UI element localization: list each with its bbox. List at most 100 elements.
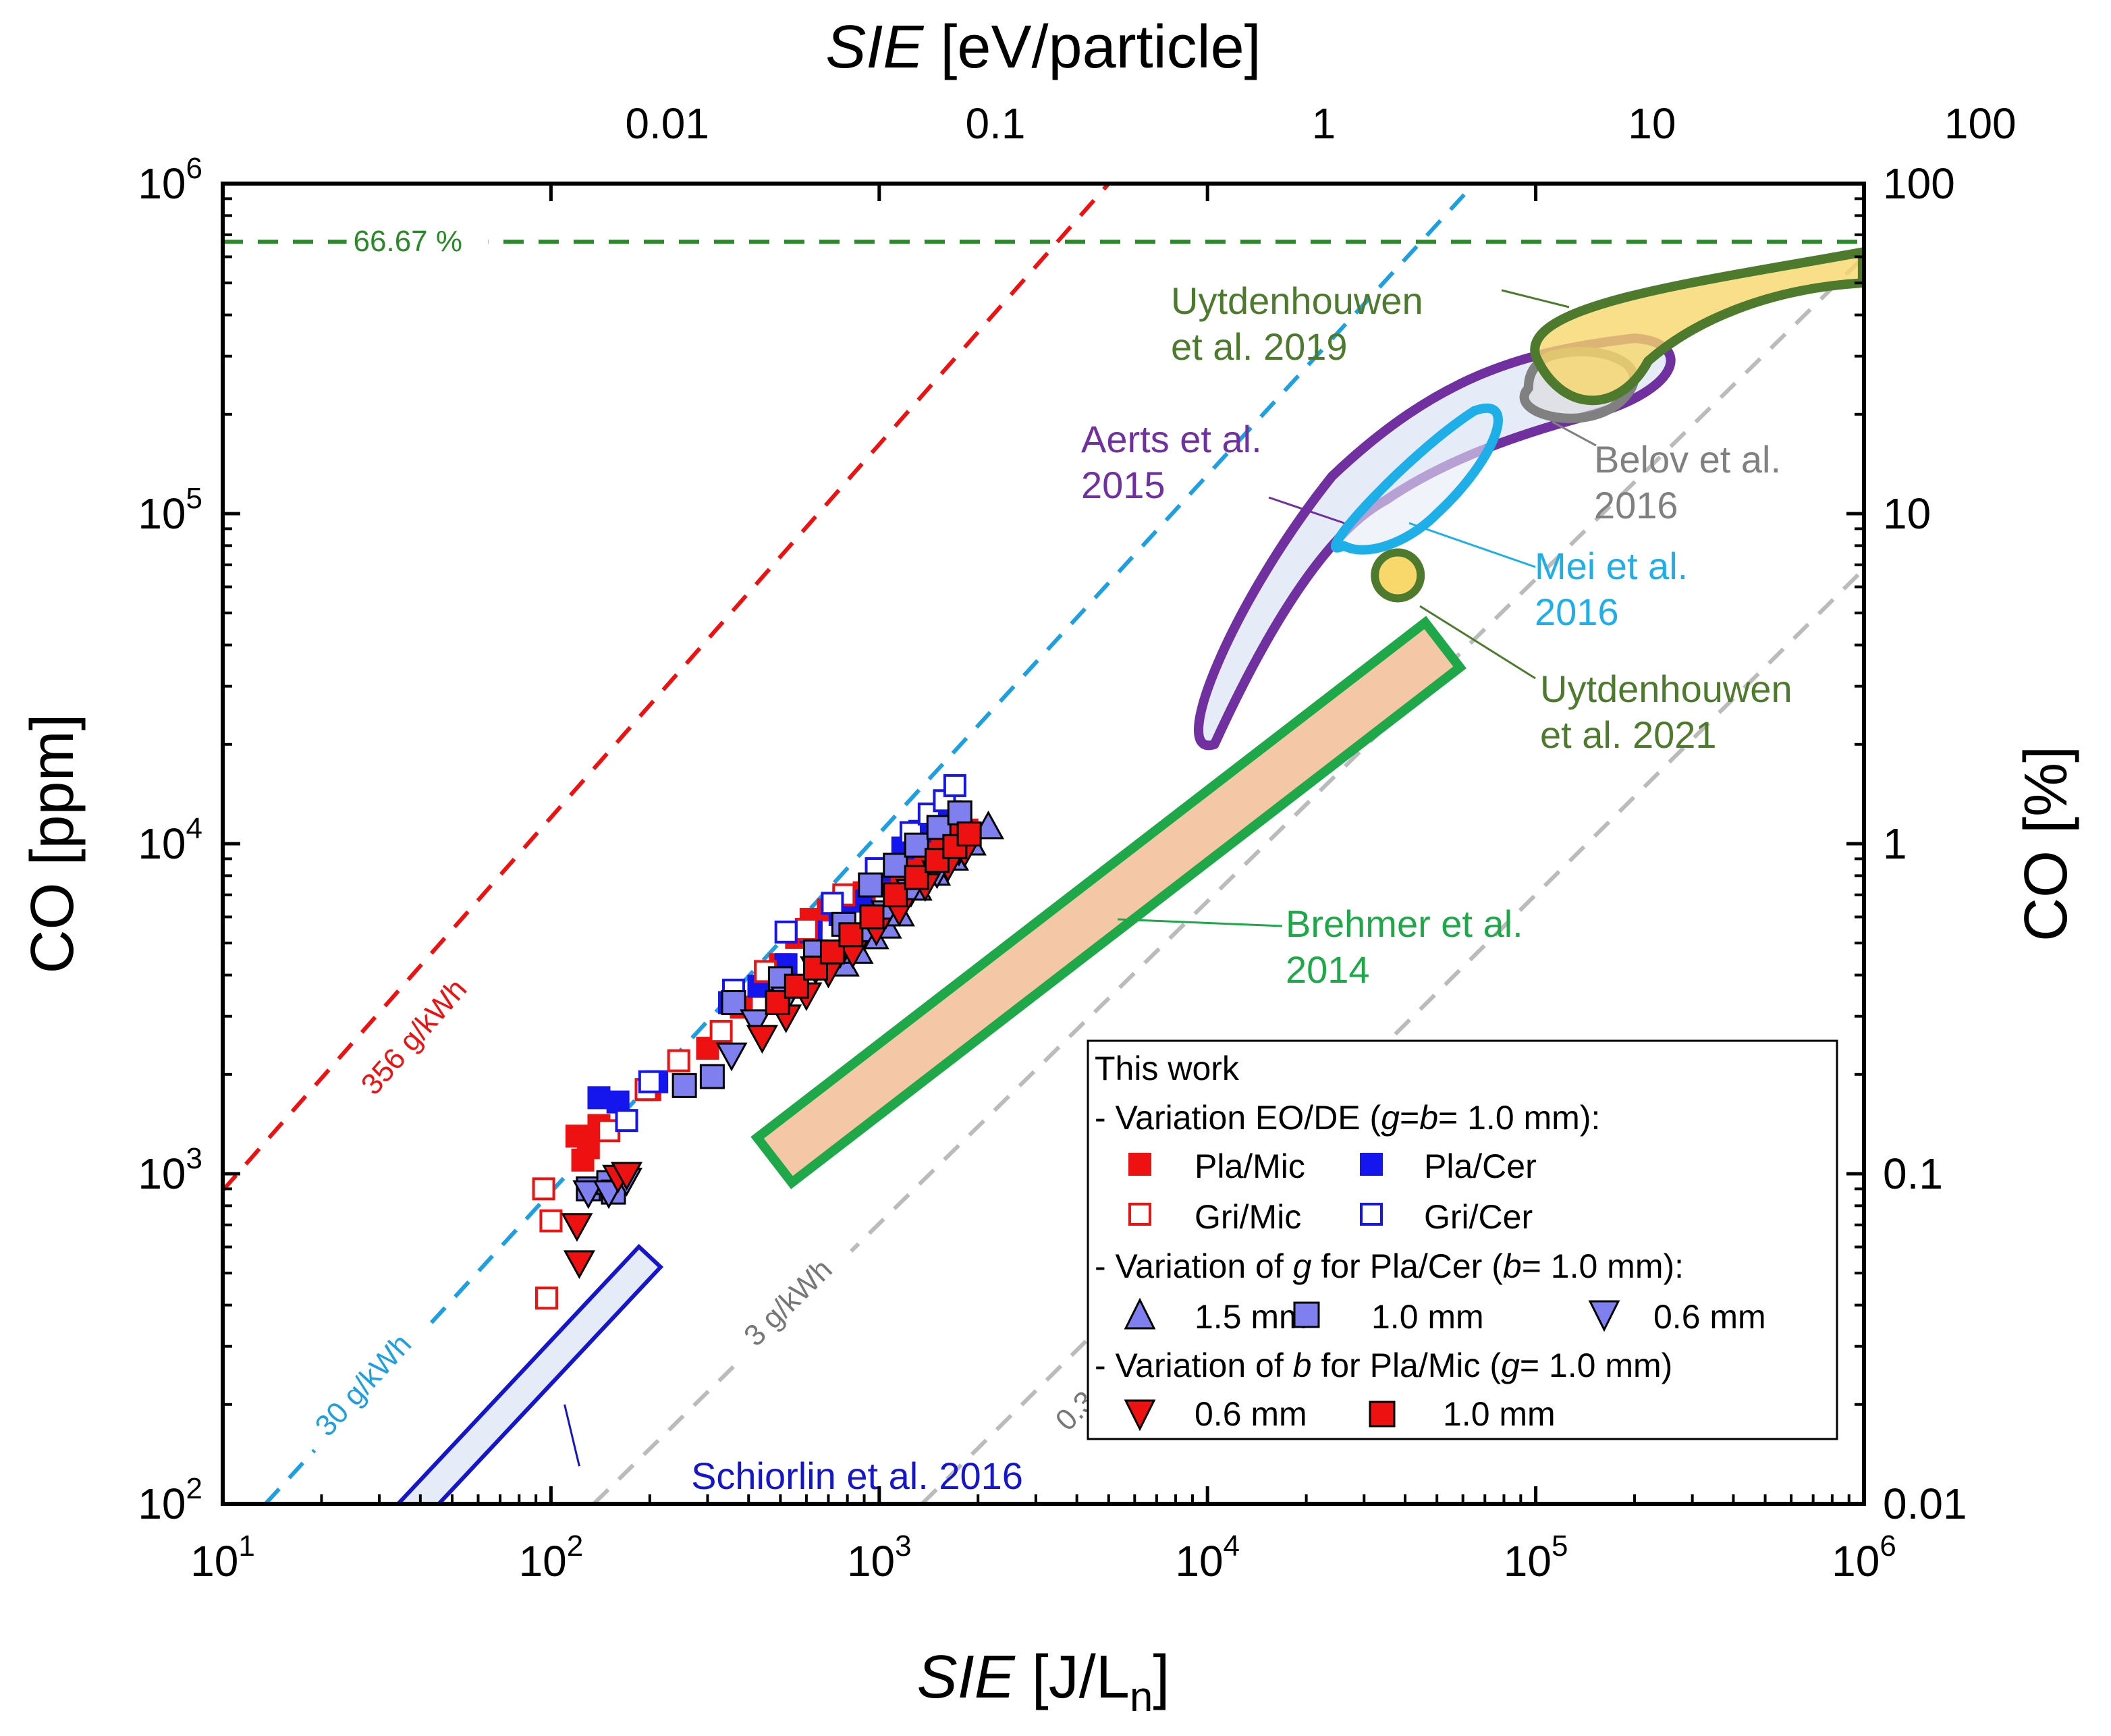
legend-marker-gri-mic	[1128, 1203, 1151, 1226]
x2-tick-label: 1	[1312, 99, 1336, 148]
ref-label-30-g-kwh: 30 g/kWh	[308, 1328, 418, 1442]
x-tick-label: 105	[1504, 1529, 1568, 1585]
region-label-schiorlin-et-al-2016: Schiorlin et al. 2016	[691, 1455, 1023, 1497]
y2-tick-label: 0.01	[1883, 1480, 1967, 1528]
point-g-0-6-mm	[715, 1042, 748, 1072]
point-g-1-0-mm	[671, 1073, 697, 1098]
legend-marker-pla-cer	[1360, 1153, 1383, 1176]
region-brehmer-et-al-2014	[750, 616, 1466, 1189]
point-g-1-0-mm	[947, 800, 972, 825]
point-gri-cer	[638, 1070, 661, 1093]
region-label-mei-et-al-2016: Mei et al. 2016	[1535, 545, 1688, 633]
legend-group-g: - Variation of g for Pla/Cer (b= 1.0 mm)…	[1095, 1247, 1684, 1285]
legend-marker-pla-mic	[1128, 1153, 1151, 1176]
leader-belov-et-al-2016	[1552, 421, 1597, 447]
region-label-uytdenhouwen-et-al-2019: Uytdenhouwen et al. 2019	[1171, 279, 1423, 368]
region-label-uytdenhouwen-et-al-2021: Uytdenhouwen et al. 2021	[1540, 668, 1792, 756]
legend-marker-g-15	[1124, 1297, 1156, 1330]
y-axis-title: CO [ppm]	[19, 713, 86, 973]
y2-tick-label: 100	[1883, 159, 1955, 208]
point-g-0-6-mm	[740, 1009, 772, 1038]
x-tick-label: 104	[1175, 1529, 1240, 1585]
legend-label-pla-cer: Pla/Cer	[1424, 1147, 1537, 1185]
point-b-0-6-mm	[746, 1025, 778, 1054]
x2-axis-title: SIE [eV/particle]	[825, 13, 1261, 81]
ref-label-background	[294, 1313, 433, 1458]
region-mei-et-al-2016	[1330, 403, 1503, 555]
x2-tick-label: 0.01	[625, 99, 709, 148]
ref-label-3-g-kwh: 3 g/kWh	[738, 1253, 839, 1353]
y2-axis-title: CO [%]	[2012, 746, 2080, 942]
legend-label-gri-cer: Gri/Cer	[1424, 1198, 1533, 1236]
x-tick-label: 106	[1832, 1529, 1896, 1585]
legend-title: This work	[1095, 1050, 1240, 1087]
ref-label-66-67: 66.67 %	[354, 225, 462, 258]
leader-mei-et-al-2016	[1408, 522, 1536, 568]
legend-box	[1087, 1039, 1838, 1440]
region-uytdenhouwen-et-al-2021	[1371, 548, 1425, 603]
leader-uytdenhouwen-et-al-2019	[1501, 289, 1570, 308]
x-tick-label: 102	[519, 1529, 584, 1585]
region-label-belov-et-al-2016: Belov et al. 2016	[1594, 438, 1781, 526]
ref-line-0-3-g-kwh	[921, 567, 1864, 1504]
point-g-0-6-mm	[572, 1180, 605, 1210]
legend-marker-b-10	[1369, 1401, 1396, 1428]
x2-tick-label: 100	[1944, 99, 2017, 148]
y2-tick-label: 0.1	[1883, 1149, 1943, 1198]
x-tick-label: 101	[190, 1529, 255, 1585]
ref-label-background	[346, 963, 483, 1111]
leader-aerts-et-al-2015	[1268, 496, 1345, 524]
point-b-1-0-mm	[838, 922, 864, 948]
leader-uytdenhouwen-et-al-2021	[1419, 605, 1536, 680]
leader-schiorlin-et-al-2016	[564, 1404, 580, 1467]
legend-label-g-15: 1.5 mm	[1195, 1298, 1307, 1336]
legend-marker-g-06	[1588, 1300, 1620, 1332]
point-gri-cer	[943, 774, 966, 797]
y-tick-label: 102	[138, 1472, 202, 1528]
region-label-aerts-et-al-2015: Aerts et al. 2015	[1081, 418, 1262, 506]
legend-label-gri-mic: Gri/Mic	[1195, 1198, 1301, 1236]
y-tick-label: 103	[138, 1142, 202, 1198]
point-gri-mic	[539, 1209, 563, 1232]
legend-group-eo-de: - Variation EO/DE (g=b= 1.0 mm):	[1095, 1099, 1600, 1137]
point-b-0-6-mm	[563, 1250, 595, 1279]
legend-label-g-06: 0.6 mm	[1653, 1298, 1766, 1336]
y-tick-label: 105	[138, 482, 202, 538]
data-series	[532, 774, 1005, 1310]
point-b-1-0-mm	[765, 989, 790, 1015]
legend-label-pla-mic: Pla/Mic	[1195, 1147, 1305, 1185]
y-tick-label: 106	[138, 152, 202, 208]
point-gri-mic	[532, 1177, 555, 1201]
legend-label-b-10: 1.0 mm	[1443, 1395, 1556, 1433]
y2-tick-label: 10	[1883, 489, 1931, 538]
legend-marker-gri-cer	[1360, 1203, 1383, 1226]
x-axis-title: SIE [J/Ln]	[917, 1644, 1170, 1720]
point-g-1-0-mm	[858, 872, 883, 898]
ref-label-background	[717, 1232, 860, 1374]
point-b-1-0-mm	[859, 904, 885, 929]
point-pla-mic	[576, 1136, 600, 1160]
x-tick-label: 103	[847, 1529, 912, 1585]
point-gri-cer	[821, 892, 844, 915]
point-b-0-6-mm	[561, 1213, 593, 1242]
point-g-1-0-mm	[904, 832, 929, 858]
point-gri-mic	[534, 1286, 558, 1310]
x2-tick-label: 10	[1628, 99, 1676, 148]
literature-regions	[395, 247, 1864, 1504]
ref-label-356-g-kwh: 356 g/kWh	[355, 973, 474, 1101]
ref-line-356-g-kwh	[223, 184, 1111, 1192]
legend: This work - Variation EO/DE (g=b= 1.0 mm…	[1087, 1039, 1838, 1440]
point-gri-cer	[615, 1109, 638, 1133]
legend-label-g-10: 1.0 mm	[1371, 1298, 1484, 1336]
region-label-brehmer-et-al-2014: Brehmer et al. 2014	[1286, 902, 1523, 991]
legend-group-b: - Variation of b for Pla/Mic (g= 1.0 mm)	[1095, 1347, 1672, 1384]
point-gri-mic	[667, 1049, 690, 1073]
y2-tick-label: 1	[1883, 819, 1907, 868]
region-schiorlin-et-al-2016	[395, 1243, 664, 1504]
region-uytdenhouwen-et-al-2019	[1530, 247, 1864, 406]
point-g-1-0-mm	[699, 1064, 725, 1089]
point-b-1-0-mm	[956, 821, 982, 847]
point-gri-cer	[774, 920, 798, 944]
point-gri-mic	[709, 1020, 733, 1043]
